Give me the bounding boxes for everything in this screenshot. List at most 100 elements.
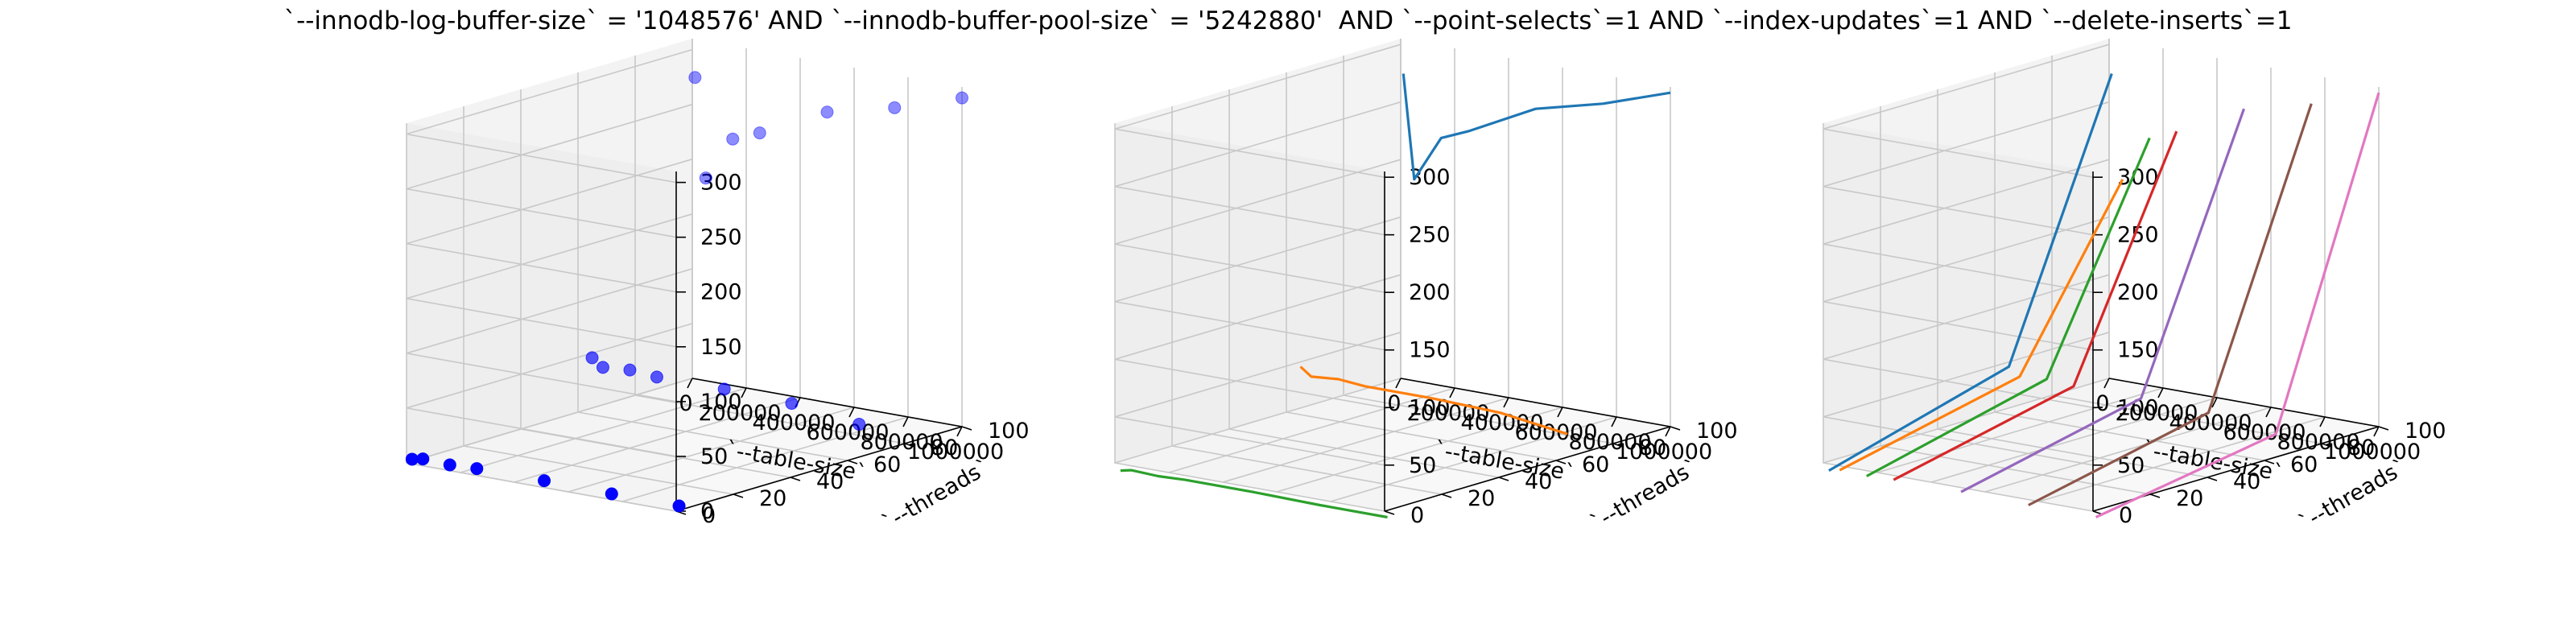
z-tick-label: 250: [700, 225, 742, 250]
axis-lines: [675, 171, 963, 512]
x-tick-label: 200000: [1406, 401, 1489, 426]
pane-left-wall: [407, 39, 692, 463]
y-tick-label: 100: [1696, 419, 1738, 444]
grid-y: [2051, 56, 2322, 444]
y-tick-label: 100: [2405, 419, 2446, 444]
grid-y: [1286, 72, 1557, 461]
series-line-3: [1402, 73, 1671, 181]
scatter-point: [596, 361, 609, 374]
grid-z: [1114, 274, 1402, 409]
x-tick-label: 600000: [806, 420, 889, 445]
x-tick-label: 1000000: [1616, 440, 1712, 464]
series-line-1: [1120, 469, 1388, 519]
y-tick-mark: [961, 426, 972, 431]
x-tick-mark: [687, 378, 693, 389]
x-tick-label: 800000: [2277, 430, 2359, 455]
series-line-2: [1299, 365, 1568, 436]
x-tick-label: 0: [679, 391, 692, 416]
scatter-point: [717, 382, 731, 396]
y-tick-mark: [904, 443, 915, 448]
x-tick-mark: [1557, 407, 1563, 418]
grid-z: [406, 268, 693, 402]
y-tick-label: 20: [1468, 486, 1495, 511]
grid-z: [406, 323, 693, 457]
y-tick-label: 0: [702, 503, 716, 528]
grid-z: [1823, 43, 2110, 178]
grid-z: [406, 103, 693, 238]
x-tick-label: 200000: [698, 401, 781, 426]
z-tick-label: 100: [1409, 395, 1451, 420]
y-tick-mark: [733, 493, 744, 498]
x-tick-mark: [1395, 378, 1402, 389]
scatter-point: [888, 101, 902, 114]
z-tick-label: 250: [1409, 223, 1451, 248]
y-tick-mark: [1498, 477, 1509, 481]
x-tick-mark: [2157, 387, 2164, 398]
y-tick-mark: [2149, 493, 2161, 498]
grid-y: [1171, 106, 1443, 495]
y-tick-label: 60: [873, 452, 901, 477]
x-tick-mark: [1449, 387, 1455, 398]
x-tick-label: 1000000: [907, 440, 1004, 464]
grid-z: [1114, 43, 1402, 178]
grid-y: [1823, 123, 2094, 512]
y-tick-label: 0: [1410, 503, 1424, 528]
grid-y: [1114, 123, 1385, 512]
scatter-point: [405, 452, 419, 466]
grid-z: [406, 158, 693, 293]
x-tick-label: 800000: [1568, 430, 1651, 455]
x-tick-mark: [2211, 397, 2218, 408]
y-tick-mark: [2264, 460, 2275, 464]
y-tick-mark: [1670, 426, 1681, 431]
grid-y: [1937, 89, 2208, 478]
series-line-6: [2028, 103, 2313, 506]
x-axis-line: [691, 378, 963, 427]
y-tick-mark: [2378, 426, 2389, 431]
panel-3: 0 200000400000600000800000100000002040608…: [1823, 39, 2446, 536]
x-tick-mark: [1503, 397, 1509, 408]
x-tick-label: 400000: [2169, 411, 2252, 436]
x-axis-line: [1400, 378, 1671, 427]
grid-z: [406, 48, 693, 184]
scatter-point: [470, 462, 484, 476]
x-axis-line: [2108, 378, 2380, 427]
x-tick-mark: [1665, 426, 1671, 437]
x-tick-mark: [1611, 416, 1617, 427]
scatter-point: [753, 126, 766, 140]
y-tick-label: 40: [816, 469, 844, 494]
grid-y: [1880, 106, 2151, 495]
z-tick-label: 200: [2117, 280, 2159, 305]
x-tick-mark: [848, 407, 855, 418]
x-tick-label: 800000: [860, 430, 943, 455]
scatter-point: [785, 397, 799, 411]
pane-floor: [1823, 378, 2379, 511]
y-tick-mark: [1555, 460, 1567, 464]
y-tick-label: 60: [2290, 452, 2318, 477]
grid-z: [406, 213, 693, 348]
pane-left-wall: [1115, 39, 1401, 463]
panel-1: 0 200000400000600000800000100000002040608…: [405, 39, 1030, 536]
y-tick-mark: [1612, 443, 1624, 448]
scatter-point: [538, 474, 551, 488]
x-tick-label: 0: [1387, 391, 1401, 416]
x-tick-mark: [741, 387, 747, 398]
x-tick-mark: [2265, 407, 2272, 418]
y-tick-label: 80: [1639, 436, 1666, 460]
y-tick-label: 0: [2119, 503, 2132, 528]
grid-z: [1114, 332, 1402, 466]
x-tick-label: 400000: [752, 411, 835, 436]
z-tick-label: 200: [1409, 280, 1451, 305]
y-tick-mark: [790, 477, 801, 481]
y-tick-mark: [2321, 443, 2332, 448]
z-tick-label: 150: [700, 335, 742, 360]
series-line-4: [1893, 130, 2178, 481]
scatter-point: [688, 71, 702, 85]
scatter-point: [852, 417, 866, 431]
x-tick-label: 0: [2095, 391, 2109, 416]
series-line-5: [1960, 108, 2246, 493]
y-tick-label: 20: [2176, 486, 2203, 511]
y-tick-mark: [1384, 510, 1395, 515]
grid-z: [406, 378, 693, 512]
scatter-point: [699, 171, 712, 185]
